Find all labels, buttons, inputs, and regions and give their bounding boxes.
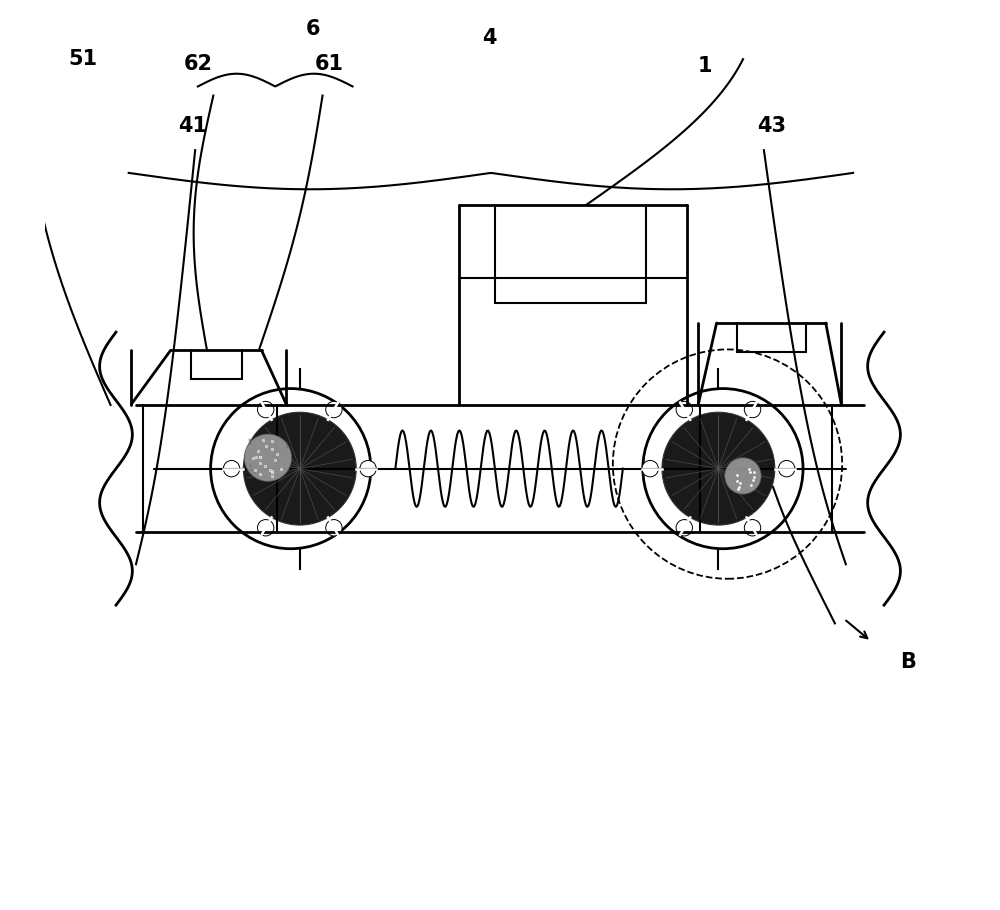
- Text: 4: 4: [482, 28, 496, 48]
- Text: 62: 62: [183, 54, 212, 74]
- Circle shape: [744, 401, 761, 418]
- Text: 43: 43: [757, 116, 786, 136]
- Text: 51: 51: [69, 49, 98, 69]
- Circle shape: [326, 401, 342, 418]
- Text: B: B: [900, 652, 916, 672]
- Circle shape: [725, 458, 761, 494]
- Circle shape: [360, 460, 376, 477]
- Text: 61: 61: [314, 54, 343, 74]
- Circle shape: [676, 401, 692, 418]
- Circle shape: [257, 520, 274, 536]
- Circle shape: [243, 412, 356, 525]
- Circle shape: [223, 460, 240, 477]
- Circle shape: [778, 460, 795, 477]
- Circle shape: [744, 520, 761, 536]
- Text: 6: 6: [306, 19, 321, 39]
- Text: 1: 1: [698, 56, 712, 76]
- Circle shape: [257, 401, 274, 418]
- Circle shape: [662, 412, 775, 525]
- Circle shape: [642, 460, 658, 477]
- Text: 41: 41: [178, 116, 207, 136]
- Circle shape: [326, 520, 342, 536]
- Circle shape: [676, 520, 692, 536]
- Circle shape: [244, 434, 292, 481]
